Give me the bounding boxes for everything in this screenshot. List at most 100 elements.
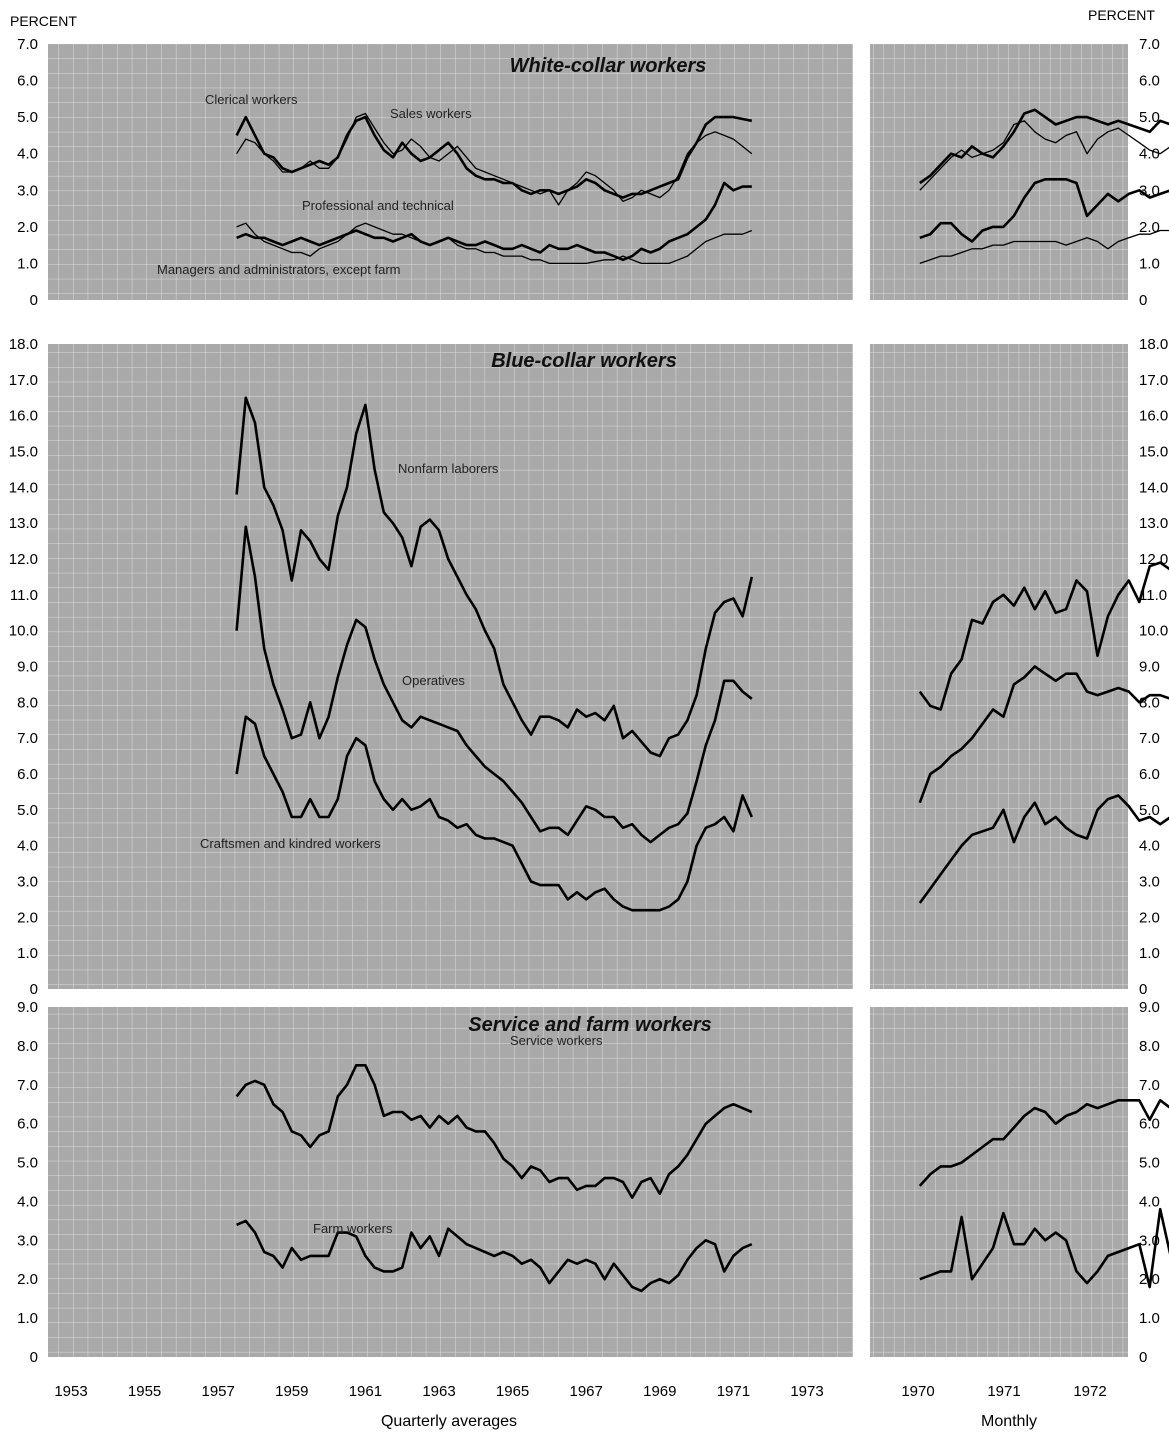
- right-y-tick-label: 2.0: [1139, 909, 1160, 926]
- y-tick-label: 16.0: [9, 408, 38, 425]
- y-tick-label: 17.0: [9, 372, 38, 389]
- series-label-nonfarm-laborers: Nonfarm laborers: [398, 461, 499, 476]
- right-y-tick-label: 2.0: [1139, 219, 1160, 236]
- x-tick-label: 1963: [422, 1383, 455, 1400]
- series-line-clerical-workers: [235, 115, 753, 199]
- right-y-tick-label: 17.0: [1139, 372, 1168, 389]
- series-label-sales-workers: Sales workers: [390, 106, 472, 121]
- y-tick-label: 7.0: [17, 1077, 38, 1094]
- panel-title: White-collar workers: [510, 55, 707, 77]
- right-y-tick-label: 0: [1139, 292, 1147, 309]
- monthly-series-line: [918, 794, 1169, 904]
- x-tick-label: 1971: [717, 1383, 750, 1400]
- y-tick-label: 10.0: [9, 623, 38, 640]
- series-label-service-workers: Service workers: [510, 1033, 603, 1048]
- right-y-tick-label: 14.0: [1139, 479, 1168, 496]
- right-y-tick-label: 13.0: [1139, 515, 1168, 532]
- right-y-tick-label: 6.0: [1139, 766, 1160, 783]
- panel-title: Service and farm workers: [468, 1014, 711, 1036]
- y-tick-label: 1.0: [17, 1310, 38, 1327]
- x-tick-label: 1953: [54, 1383, 87, 1400]
- series-line-professional-and-technical: [236, 181, 752, 262]
- monthly-x-tick-label: 1970: [901, 1383, 934, 1400]
- right-y-tick-label: 0: [1139, 981, 1147, 998]
- right-y-tick-label: 6.0: [1139, 73, 1160, 90]
- panel-white-collar-workers: 01.02.03.04.05.06.07.001.02.03.04.05.06.…: [17, 36, 1169, 309]
- y-tick-label: 0: [30, 1349, 38, 1366]
- y-tick-label: 1.0: [17, 945, 38, 962]
- monthly-series-line: [919, 1207, 1169, 1289]
- quarterly-plot-area: [48, 344, 853, 989]
- y-tick-label: 0: [30, 292, 38, 309]
- right-y-tick-label: 7.0: [1139, 1077, 1160, 1094]
- monthly-series-line: [919, 120, 1169, 191]
- right-y-tick-label: 6.0: [1139, 1116, 1160, 1133]
- x-tick-label: 1973: [790, 1383, 823, 1400]
- series-line-craftsmen-and-kindred-workers: [235, 715, 753, 912]
- quarterly-plot-area: [48, 1007, 853, 1357]
- series-label-managers-and-administrators-except-farm: Managers and administrators, except farm: [157, 262, 401, 277]
- right-y-tick-label: 5.0: [1139, 802, 1160, 819]
- series-label-operatives: Operatives: [402, 673, 465, 688]
- series-line-farm-workers: [236, 1219, 753, 1293]
- monthly-plot-area: [870, 1007, 1128, 1357]
- y-tick-label: 13.0: [9, 515, 38, 532]
- y-tick-label: 15.0: [9, 444, 38, 461]
- right-y-tick-label: 9.0: [1139, 999, 1160, 1016]
- quarterly-caption: Quarterly averages: [381, 1413, 517, 1430]
- right-y-tick-label: 1.0: [1139, 255, 1160, 272]
- monthly-x-tick-label: 1971: [987, 1383, 1020, 1400]
- x-tick-label: 1969: [643, 1383, 676, 1400]
- monthly-series-line: [918, 561, 1169, 711]
- y-tick-label: 4.0: [17, 146, 38, 163]
- monthly-x-tick-label: 1972: [1073, 1383, 1106, 1400]
- x-tick-label: 1965: [496, 1383, 529, 1400]
- quarterly-plot-area: [48, 44, 853, 300]
- y-tick-label: 8.0: [17, 1038, 38, 1055]
- right-y-tick-label: 10.0: [1139, 623, 1168, 640]
- panel-service-and-farm-workers: 01.02.03.04.05.06.07.08.09.001.02.03.04.…: [17, 999, 1169, 1366]
- y-tick-label: 3.0: [17, 874, 38, 891]
- right-y-tick-label: 7.0: [1139, 730, 1160, 747]
- series-line-sales-workers: [236, 112, 753, 206]
- right-y-tick-label: 15.0: [1139, 444, 1168, 461]
- x-tick-label: 1967: [570, 1383, 603, 1400]
- monthly-series-line: [918, 665, 1169, 804]
- series-line-nonfarm-laborers: [235, 396, 754, 758]
- y-tick-label: 0: [30, 981, 38, 998]
- monthly-caption: Monthly: [981, 1413, 1037, 1430]
- series-line-service-workers: [235, 1064, 753, 1199]
- right-y-tick-label: 4.0: [1139, 838, 1160, 855]
- monthly-series-line: [919, 178, 1169, 243]
- right-y-tick-label: 18.0: [1139, 336, 1168, 353]
- right-y-tick-label: 8.0: [1139, 1038, 1160, 1055]
- y-tick-label: 5.0: [17, 1155, 38, 1172]
- y-tick-label: 2.0: [17, 1271, 38, 1288]
- y-tick-label: 1.0: [17, 255, 38, 272]
- series-label-farm-workers: Farm workers: [313, 1221, 393, 1236]
- y-tick-label: 3.0: [17, 1232, 38, 1249]
- right-y-tick-label: 4.0: [1139, 1193, 1160, 1210]
- y-tick-label: 5.0: [17, 802, 38, 819]
- right-y-tick-label: 1.0: [1139, 1310, 1160, 1327]
- panel-blue-collar-workers: 0 1.0 2.0 3.0 4.0 5.0 6.0 7.0 8.0 9.0 10.0 11.0 12.0…: [9, 336, 1169, 998]
- y-tick-label: 5.0: [17, 109, 38, 126]
- series-line-managers-and-administrators-except-farm: [236, 222, 753, 265]
- right-y-tick-label: 3.0: [1139, 874, 1160, 891]
- monthly-plot-area: [870, 44, 1128, 300]
- monthly-series-line: [919, 229, 1169, 265]
- y-tick-label: 3.0: [17, 182, 38, 199]
- y-tick-label: 7.0: [17, 36, 38, 53]
- series-label-professional-and-technical: Professional and technical: [302, 198, 454, 213]
- right-y-tick-label: 7.0: [1139, 36, 1160, 53]
- right-unit-label: PERCENT: [1088, 7, 1155, 23]
- right-y-tick-label: 11.0: [1139, 587, 1167, 604]
- y-tick-label: 12.0: [9, 551, 38, 568]
- y-tick-label: 6.0: [17, 1116, 38, 1133]
- x-tick-label: 1957: [202, 1383, 235, 1400]
- right-y-tick-label: 16.0: [1139, 408, 1168, 425]
- y-tick-label: 2.0: [17, 219, 38, 236]
- y-tick-label: 2.0: [17, 909, 38, 926]
- y-tick-label: 4.0: [17, 838, 38, 855]
